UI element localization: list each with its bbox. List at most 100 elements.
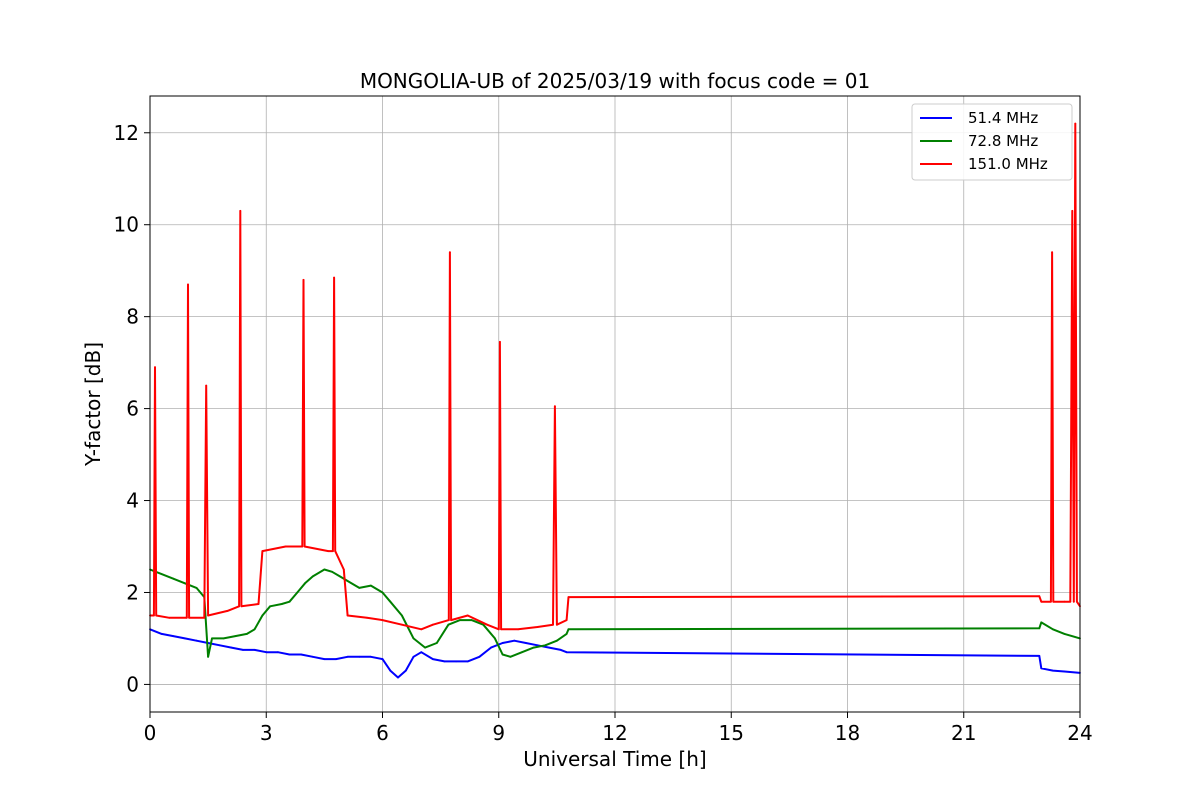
series-2-point — [499, 341, 501, 343]
series-1-point — [567, 628, 570, 631]
series-0-point — [559, 649, 562, 651]
y-tick-label: 8 — [126, 305, 139, 329]
x-tick-label: 3 — [260, 721, 273, 745]
series-1-point — [401, 614, 403, 617]
series-0-point — [218, 644, 221, 647]
series-0-point — [455, 660, 457, 663]
series-1-point — [494, 637, 496, 640]
series-1-point — [253, 628, 256, 631]
series-1-point — [269, 605, 271, 608]
series-1-point — [1038, 627, 1041, 630]
series-2-point — [554, 405, 556, 408]
series-2-point — [346, 614, 349, 617]
y-tick-label: 2 — [126, 580, 139, 604]
series-1-point — [501, 653, 504, 656]
series-0-point — [253, 649, 256, 651]
x-tick-label: 12 — [602, 721, 627, 745]
series-1-point — [288, 600, 291, 603]
series-2-point — [1072, 600, 1075, 603]
series-1-point — [532, 646, 535, 649]
series-2-point — [257, 603, 260, 605]
series-0-point — [172, 635, 175, 637]
series-1-point — [195, 587, 198, 589]
series-2-point — [450, 619, 452, 621]
series-1-point — [304, 582, 306, 585]
series-2-point — [449, 251, 451, 254]
series-2-point — [226, 610, 229, 612]
series-1-point — [435, 642, 438, 644]
y-tick-label: 0 — [126, 672, 139, 696]
series-2-point — [205, 384, 208, 387]
series-1-point — [381, 591, 384, 594]
series-line-0 — [149, 628, 1081, 679]
series-0-point — [443, 660, 446, 663]
series-0-point — [195, 639, 198, 642]
series-0-point — [420, 651, 423, 654]
series-0-point — [288, 653, 291, 656]
series-2-point — [536, 626, 539, 628]
series-0-point — [1038, 655, 1041, 657]
x-tick-label: 24 — [1067, 721, 1092, 745]
series-1-point — [509, 655, 512, 658]
series-0-point — [1063, 670, 1066, 673]
series-2-point — [155, 614, 158, 617]
series-1-point — [544, 644, 547, 647]
series-2-point — [486, 623, 488, 626]
series-2-point — [188, 616, 191, 619]
series-2-point — [517, 628, 519, 631]
series-2-point — [240, 605, 243, 608]
series-2-point — [401, 623, 403, 626]
y-tick-label: 4 — [126, 489, 139, 513]
x-axis-label: Universal Time [h] — [523, 747, 706, 771]
series-1-point — [358, 587, 361, 589]
series-2-point — [238, 605, 241, 608]
series-1-point — [1052, 628, 1054, 631]
series-1-point — [234, 635, 237, 637]
series-1-point — [331, 570, 333, 573]
series-2-point — [284, 545, 287, 548]
series-2-point — [207, 614, 210, 617]
series-2-point — [1071, 210, 1074, 212]
series-2-point — [203, 616, 206, 619]
series-0-point — [311, 655, 314, 658]
series-1-point — [311, 575, 314, 578]
series-1-point — [261, 614, 264, 617]
series-0-point — [466, 660, 469, 663]
series-0-point — [346, 655, 349, 658]
series-0-point — [230, 646, 233, 649]
series-2-point — [1069, 600, 1072, 603]
legend-box — [911, 103, 1073, 181]
series-0-point — [242, 649, 244, 651]
series-2-point — [565, 619, 568, 621]
series-2-point — [1076, 600, 1078, 603]
series-1-point — [207, 655, 210, 658]
series-1-point — [459, 619, 461, 621]
series-2-point — [154, 366, 156, 369]
series-0-point — [412, 655, 415, 658]
x-tick-label: 21 — [951, 721, 976, 745]
series-0-point — [335, 658, 337, 660]
series-1-point — [160, 573, 163, 575]
series-0-point — [478, 655, 481, 658]
x-tick-label: 6 — [376, 721, 389, 745]
series-0-point — [565, 651, 568, 654]
series-2-point — [261, 550, 264, 552]
chart-title: MONGOLIA-UB of 2025/03/19 with focus cod… — [360, 69, 870, 93]
series-2-point — [327, 550, 330, 552]
series-2-point — [1074, 122, 1077, 125]
x-tick-label: 15 — [719, 721, 744, 745]
series-2-point — [239, 210, 242, 212]
series-0-point — [397, 676, 399, 679]
series-1-point — [1040, 621, 1043, 624]
series-1-point — [370, 584, 372, 587]
x-tick-label: 18 — [835, 721, 860, 745]
series-2-point — [466, 614, 469, 617]
series-0-point — [389, 669, 392, 672]
series-0-point — [370, 655, 372, 658]
series-1-point — [1063, 633, 1066, 635]
series-2-point — [342, 568, 345, 571]
series-0-point — [1040, 667, 1043, 670]
series-0-point — [160, 633, 163, 635]
series-1-point — [424, 646, 426, 649]
